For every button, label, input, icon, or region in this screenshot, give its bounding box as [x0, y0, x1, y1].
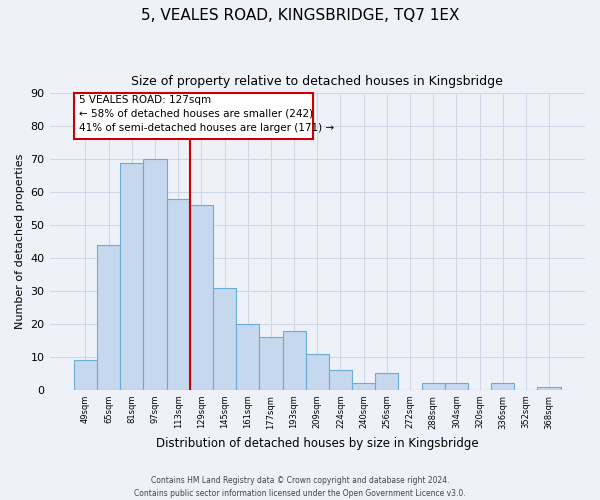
FancyBboxPatch shape	[74, 94, 313, 140]
Bar	[445, 383, 468, 390]
Bar	[259, 337, 283, 390]
Bar	[305, 354, 329, 390]
Text: 5 VEALES ROAD: 127sqm
← 58% of detached houses are smaller (242)
41% of semi-det: 5 VEALES ROAD: 127sqm ← 58% of detached …	[79, 95, 334, 133]
Bar	[97, 245, 120, 390]
Bar	[74, 360, 97, 390]
Bar	[422, 383, 445, 390]
Bar	[167, 198, 190, 390]
Y-axis label: Number of detached properties: Number of detached properties	[15, 154, 25, 330]
Bar	[143, 159, 167, 390]
Bar	[236, 324, 259, 390]
Bar	[283, 330, 305, 390]
Bar	[190, 206, 213, 390]
Bar	[538, 386, 560, 390]
Title: Size of property relative to detached houses in Kingsbridge: Size of property relative to detached ho…	[131, 75, 503, 88]
Text: 5, VEALES ROAD, KINGSBRIDGE, TQ7 1EX: 5, VEALES ROAD, KINGSBRIDGE, TQ7 1EX	[141, 8, 459, 22]
Bar	[352, 383, 375, 390]
Bar	[375, 374, 398, 390]
X-axis label: Distribution of detached houses by size in Kingsbridge: Distribution of detached houses by size …	[156, 437, 479, 450]
Text: Contains HM Land Registry data © Crown copyright and database right 2024.
Contai: Contains HM Land Registry data © Crown c…	[134, 476, 466, 498]
Bar	[120, 162, 143, 390]
Bar	[213, 288, 236, 390]
Bar	[329, 370, 352, 390]
Bar	[491, 383, 514, 390]
